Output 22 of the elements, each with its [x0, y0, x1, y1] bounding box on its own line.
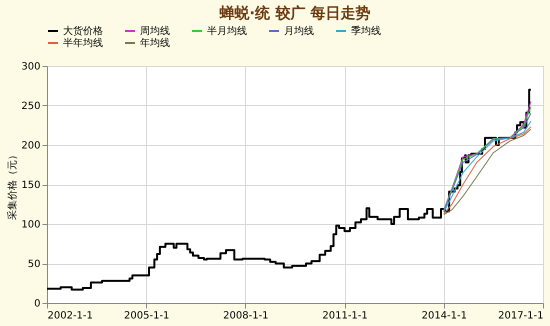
y-tick-label: 100	[21, 220, 40, 230]
y-tick-label: 300	[21, 62, 40, 72]
legend-label: 半年均线	[63, 37, 103, 49]
y-tick-label: 150	[21, 180, 40, 191]
legend-label: 月均线	[284, 25, 314, 37]
chart-title: 蝉蜕·统 较广 每日走势	[218, 4, 371, 22]
y-tick-label: 200	[21, 140, 40, 152]
x-tick-label: 2014-1-1	[422, 310, 467, 322]
legend-label: 周均线	[140, 25, 170, 37]
y-tick-label: 250	[21, 101, 40, 112]
legend-label: 季均线	[351, 25, 381, 37]
x-tick-label: 2002-1-1	[48, 310, 93, 322]
legend-label: 半月均线	[207, 25, 247, 37]
x-tick-label: 2005-1-1	[124, 310, 170, 322]
legend-label: 年均线	[140, 37, 170, 49]
y-axis-title: 采集价格（元）	[6, 150, 18, 220]
x-tick-label: 2011-1-1	[322, 310, 368, 322]
legend-label: 大货价格	[63, 25, 103, 37]
x-tick-label: 2008-1-1	[223, 310, 269, 322]
y-tick-label: 50	[28, 259, 40, 270]
x-tick-label: 2017-1-1	[498, 310, 544, 322]
y-tick-label: 0	[34, 298, 40, 310]
